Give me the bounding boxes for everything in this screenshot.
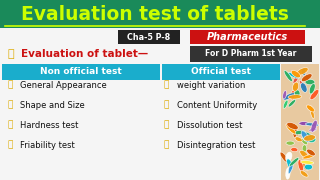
Ellipse shape	[287, 159, 293, 170]
Text: 👉: 👉	[7, 120, 12, 129]
Ellipse shape	[293, 72, 301, 84]
Ellipse shape	[303, 132, 316, 139]
Text: General Appearance: General Appearance	[20, 80, 107, 89]
Ellipse shape	[286, 141, 294, 145]
Ellipse shape	[310, 89, 319, 100]
Ellipse shape	[301, 131, 309, 142]
Text: Shape and Size: Shape and Size	[20, 100, 85, 109]
Text: Disintegration test: Disintegration test	[177, 141, 255, 150]
Ellipse shape	[286, 152, 292, 161]
Ellipse shape	[293, 126, 297, 138]
Bar	[162, 64, 280, 80]
Ellipse shape	[304, 135, 316, 141]
Ellipse shape	[302, 133, 306, 141]
Text: Friability test: Friability test	[20, 141, 75, 150]
Text: Dissolution test: Dissolution test	[177, 120, 242, 129]
Text: 👉: 👉	[163, 80, 168, 89]
Text: Non official test: Non official test	[40, 68, 122, 76]
Ellipse shape	[292, 82, 299, 91]
Text: 👉: 👉	[7, 141, 12, 150]
Ellipse shape	[310, 106, 314, 119]
Text: Official test: Official test	[191, 68, 251, 76]
Ellipse shape	[301, 68, 306, 75]
Ellipse shape	[295, 137, 302, 142]
Ellipse shape	[303, 154, 314, 159]
Ellipse shape	[293, 129, 298, 136]
Ellipse shape	[289, 158, 299, 166]
Ellipse shape	[309, 84, 315, 94]
Text: Pharmaceutics: Pharmaceutics	[206, 32, 288, 42]
Ellipse shape	[280, 152, 288, 163]
Text: 👉: 👉	[163, 120, 168, 129]
Ellipse shape	[311, 120, 317, 132]
Ellipse shape	[283, 100, 288, 109]
Text: 👉: 👉	[7, 100, 12, 109]
Bar	[2, 64, 160, 80]
Ellipse shape	[291, 90, 295, 100]
Text: For D Pharm 1st Year: For D Pharm 1st Year	[205, 50, 297, 59]
Text: 👉: 👉	[163, 141, 168, 150]
Text: Hardness test: Hardness test	[20, 120, 78, 129]
Ellipse shape	[301, 74, 312, 82]
Ellipse shape	[293, 130, 305, 134]
Ellipse shape	[302, 145, 307, 152]
Text: Cha-5 P-8: Cha-5 P-8	[127, 33, 171, 42]
Ellipse shape	[308, 137, 316, 143]
Bar	[190, 46, 312, 62]
Ellipse shape	[298, 160, 303, 172]
Ellipse shape	[300, 171, 308, 177]
Ellipse shape	[284, 70, 292, 82]
Ellipse shape	[288, 100, 296, 107]
Text: Evaluation test of tablets: Evaluation test of tablets	[21, 4, 289, 24]
Bar	[281, 64, 319, 180]
Text: 👉: 👉	[163, 100, 168, 109]
Ellipse shape	[294, 90, 300, 97]
Ellipse shape	[291, 70, 300, 78]
Ellipse shape	[286, 168, 290, 179]
Bar	[190, 30, 305, 44]
Ellipse shape	[300, 161, 314, 164]
Ellipse shape	[304, 164, 313, 170]
Bar	[0, 0, 320, 28]
Ellipse shape	[283, 91, 287, 99]
Ellipse shape	[305, 123, 319, 126]
Ellipse shape	[300, 161, 308, 171]
Text: 👉: 👉	[7, 80, 12, 89]
Ellipse shape	[300, 150, 308, 158]
Ellipse shape	[286, 124, 296, 134]
Bar	[118, 30, 180, 44]
Text: Evaluation of tablet—: Evaluation of tablet—	[21, 49, 148, 59]
Ellipse shape	[288, 73, 299, 78]
Ellipse shape	[307, 105, 315, 112]
Ellipse shape	[299, 122, 309, 125]
Ellipse shape	[305, 79, 315, 85]
Ellipse shape	[291, 148, 298, 152]
Text: weight variation: weight variation	[177, 80, 245, 89]
Ellipse shape	[301, 138, 308, 145]
Text: 👉: 👉	[7, 49, 14, 59]
Ellipse shape	[287, 122, 298, 129]
Ellipse shape	[300, 80, 307, 90]
Ellipse shape	[300, 83, 307, 92]
Ellipse shape	[283, 93, 295, 100]
Ellipse shape	[297, 68, 308, 75]
Ellipse shape	[307, 149, 315, 156]
Ellipse shape	[288, 162, 293, 174]
Ellipse shape	[288, 95, 302, 99]
Ellipse shape	[309, 128, 317, 132]
Text: Content Uniformity: Content Uniformity	[177, 100, 257, 109]
